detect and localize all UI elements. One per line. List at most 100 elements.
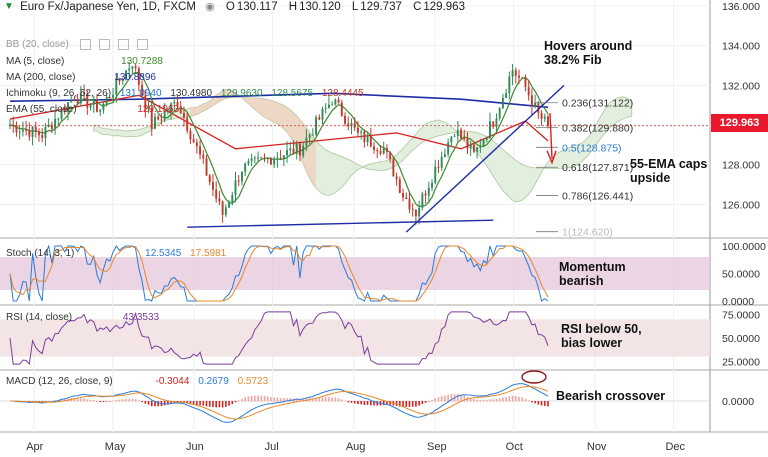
legend-bb[interactable]: BB (20, close) — [6, 39, 154, 50]
candle-body — [38, 131, 40, 136]
candle-body — [102, 103, 105, 111]
macd-histogram-bar — [518, 396, 520, 402]
annotation-rsi: RSI below 50, bias lower — [561, 322, 642, 350]
candle-body — [128, 68, 131, 71]
macd-histogram-bar — [189, 401, 192, 405]
macd-histogram-bar — [183, 401, 185, 403]
macd-histogram-bar — [273, 397, 275, 402]
ohlc-close-label: C — [413, 0, 422, 13]
macd-histogram-bar — [505, 397, 507, 402]
candle-body — [86, 93, 89, 108]
macd-histogram-bar — [408, 401, 411, 408]
candle-body — [408, 199, 411, 210]
stoch-y-tick: 0.0000 — [722, 296, 754, 308]
candle-body — [121, 79, 124, 82]
legend-stoch[interactable]: Stoch (14, 3, 1) 12.5345 17.5981 — [6, 248, 232, 259]
candle-body — [492, 121, 495, 127]
bearish-arrow-head — [546, 150, 557, 165]
candle-body — [327, 104, 330, 108]
macd-signal-line — [10, 385, 549, 420]
macd-histogram-bar — [150, 401, 153, 407]
legend-macd[interactable]: MACD (12, 26, close, 9) -0.3044 0.2679 0… — [6, 376, 274, 387]
x-tick-label: May — [105, 441, 126, 453]
legend-ma5[interactable]: MA (5, close) 130.7288 — [6, 56, 169, 67]
macd-histogram-bar — [440, 396, 443, 402]
macd-histogram-bar — [92, 400, 95, 402]
candle-body — [505, 93, 508, 98]
candle-body — [73, 99, 76, 101]
remove-icon[interactable] — [117, 39, 129, 50]
ma200-line — [9, 92, 549, 109]
legend-ma5-value: 130.7288 — [121, 56, 163, 67]
legend-rsi[interactable]: RSI (14, close) 43.3533 — [6, 312, 165, 323]
candle-body — [279, 157, 282, 159]
macd-histogram-bar — [44, 401, 47, 402]
bearish-arrow-shaft — [549, 113, 553, 159]
candle-body — [125, 70, 127, 80]
macd-histogram-bar — [444, 395, 446, 402]
macd-histogram-bar — [118, 399, 121, 402]
macd-histogram-bar — [344, 400, 346, 402]
candle-body — [15, 125, 18, 133]
candle-body — [450, 136, 453, 143]
ichimoku-cloud-bearish — [190, 89, 316, 189]
candle-body — [166, 111, 169, 113]
legend-rsi-label: RSI (14, close) — [6, 312, 73, 323]
macd-histogram-bar — [170, 401, 172, 404]
stoch-y-tick: 50.0000 — [722, 269, 760, 281]
macd-histogram-bar — [431, 399, 433, 402]
candle-body — [89, 104, 92, 108]
candle-body — [537, 102, 540, 113]
ichimoku-lagging: 129.9630 — [220, 88, 263, 99]
macd-histogram-bar — [299, 399, 301, 402]
candle-body — [524, 77, 527, 87]
macd-histogram-bar — [231, 401, 234, 405]
annotation-macd: Bearish crossover — [556, 389, 666, 403]
visibility-toggle-icon[interactable] — [79, 39, 91, 50]
macd-histogram-bar — [357, 401, 359, 405]
candle-body — [266, 157, 269, 159]
legend-ichimoku[interactable]: Ichimoku (9, 26, 52, 26) 131.0940 130.49… — [6, 88, 370, 99]
macd-histogram-bar — [386, 401, 388, 405]
candle-body — [289, 148, 292, 151]
macd-histogram-bar — [270, 397, 272, 402]
candle-body — [366, 135, 369, 143]
legend-ema55[interactable]: EMA (55, close) 129.1963 — [6, 104, 185, 115]
macd-histogram-bar — [498, 398, 501, 402]
macd-histogram-bar — [511, 395, 514, 402]
candle-body — [405, 197, 408, 200]
macd-histogram-bar — [115, 399, 118, 402]
settings-icon[interactable] — [98, 39, 110, 50]
candle-body — [160, 119, 163, 121]
legend-ma200[interactable]: MA (200, close) 130.8896 — [6, 72, 162, 83]
candle-body — [21, 129, 24, 132]
more-icon[interactable] — [136, 39, 148, 50]
candle-body — [260, 157, 263, 159]
legend-macd-label: MACD (12, 26, close, 9) — [6, 376, 113, 387]
candle-body — [518, 75, 520, 78]
candle-body — [460, 129, 462, 139]
eye-icon[interactable]: ◉ — [205, 1, 215, 13]
candle-body — [424, 193, 427, 196]
candle-body — [292, 148, 295, 155]
candle-body — [489, 121, 491, 139]
macd-histogram-bar — [514, 396, 517, 402]
candle-body — [321, 108, 324, 120]
candle-body — [369, 135, 372, 147]
candle-body — [83, 92, 86, 94]
symbol-title[interactable]: Euro Fx/Japanese Yen, 1D, FXCM — [20, 0, 196, 13]
macd-histogram-bar — [186, 401, 188, 404]
macd-histogram-bar — [144, 401, 147, 404]
macd-histogram-bar — [405, 401, 408, 407]
candle-body — [269, 157, 272, 165]
ohlc-high: 130.120 — [299, 0, 341, 13]
candle-body — [170, 103, 173, 112]
macd-histogram-bar — [73, 398, 76, 402]
macd-histogram-bar — [537, 401, 540, 405]
symbol-dropdown-icon[interactable]: ▼ — [4, 1, 14, 12]
macd-histogram-bar — [109, 401, 111, 402]
candle-body — [440, 156, 443, 168]
candle-body — [60, 108, 63, 119]
candle-body — [92, 99, 95, 105]
candle-body — [437, 166, 440, 168]
